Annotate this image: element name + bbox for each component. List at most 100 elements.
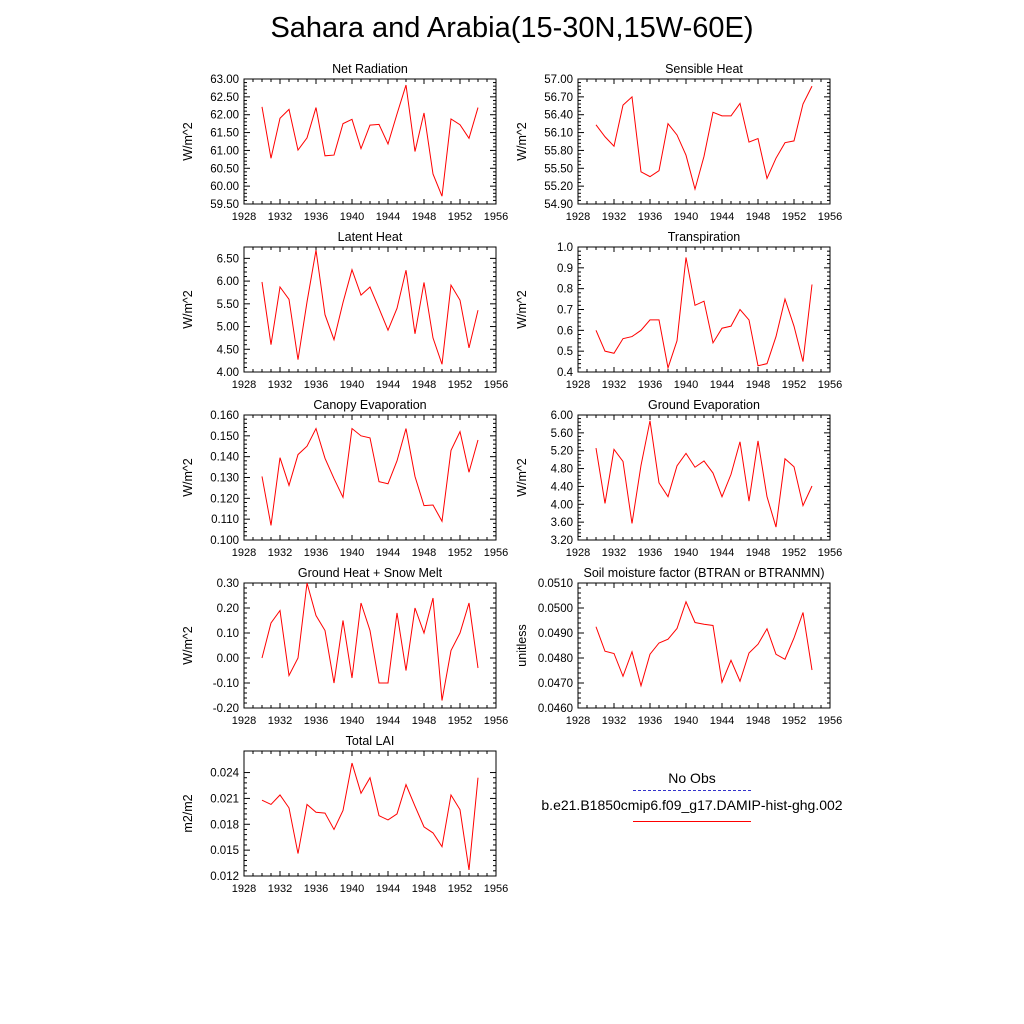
x-tick-label: 1932 [602,211,626,223]
x-tick-label: 1940 [674,211,698,223]
plot-frame [577,246,831,373]
y-tick-label: 0.0510 [538,578,573,590]
y-axis-label: W/m^2 [181,122,195,161]
y-tick-label: 0.018 [210,819,239,831]
x-tick-label: 1952 [448,715,472,727]
y-tick-label: 63.00 [210,74,239,86]
y-tick-label: 0.30 [217,578,239,590]
x-tick-label: 1932 [602,715,626,727]
y-tick-label: 60.50 [210,163,239,175]
x-tick-label: 1952 [782,715,806,727]
x-tick-label: 1940 [674,547,698,559]
legend-obs-line [633,790,751,791]
panel-6: Ground Evaporation W/m^2 1928 1932 1936 1940 1… [515,398,842,559]
plot-frame [243,246,497,373]
x-tick-label: 1948 [412,715,436,727]
y-tick-label: 0.021 [210,793,239,805]
y-tick-label: 0.4 [557,367,574,379]
y-tick-label: 0.9 [557,263,573,275]
panel-title: Sensible Heat [665,62,743,76]
x-tick-label: 1956 [484,211,508,223]
y-tick-label: 0.160 [210,410,239,422]
x-tick-label: 1928 [232,211,256,223]
y-tick-label: 4.50 [217,344,239,356]
x-tick-label: 1940 [674,715,698,727]
series-line [261,427,479,526]
y-tick-label: 56.10 [544,128,573,140]
y-tick-label: 4.00 [551,499,573,511]
panel-title: Ground Evaporation [648,398,760,412]
y-tick-label: 5.50 [217,299,239,311]
x-tick-label: 1956 [484,883,508,895]
y-tick-label: 61.50 [210,128,239,140]
y-tick-label: 55.80 [544,145,573,157]
x-tick-label: 1936 [304,883,328,895]
y-tick-label: 54.90 [544,199,573,211]
panel-title: Soil moisture factor (BTRAN or BTRANMN) [583,566,824,580]
x-tick-label: 1940 [340,547,364,559]
panel-4: Transpiration W/m^2 1928 1932 1936 1940 1944 19… [515,230,842,391]
y-tick-label: 1.0 [557,242,573,254]
x-tick-label: 1948 [746,211,770,223]
panel-title: Total LAI [346,734,395,748]
x-tick-label: 1952 [448,883,472,895]
x-tick-label: 1956 [818,379,842,391]
x-tick-label: 1956 [484,547,508,559]
y-tick-label: 62.00 [210,110,239,122]
x-tick-label: 1936 [638,547,662,559]
y-tick-label: 0.012 [210,871,239,883]
y-tick-label: 57.00 [544,74,573,86]
y-tick-label: 0.20 [217,603,239,615]
y-tick-label: 5.00 [217,322,239,334]
x-tick-label: 1928 [232,883,256,895]
series-line [261,762,479,871]
x-tick-label: 1956 [818,715,842,727]
series-line [595,85,813,192]
y-axis-label: W/m^2 [181,458,195,497]
panel-title: Ground Heat + Snow Melt [298,566,443,580]
y-axis-label: W/m^2 [515,458,529,497]
y-tick-label: 5.60 [551,428,573,440]
x-tick-label: 1932 [268,379,292,391]
x-tick-label: 1944 [376,715,400,727]
x-tick-label: 1952 [448,547,472,559]
y-tick-label: 0.0470 [538,678,573,690]
x-tick-label: 1928 [566,211,590,223]
x-tick-label: 1952 [448,379,472,391]
x-tick-label: 1952 [782,547,806,559]
y-tick-label: 59.50 [210,199,239,211]
y-tick-label: 0.130 [210,473,239,485]
x-tick-label: 1936 [304,547,328,559]
plot-frame [243,750,497,877]
y-tick-label: 0.0460 [538,703,573,715]
panel-3: Latent Heat W/m^2 1928 1932 1936 1940 1944 1948… [181,230,508,391]
y-axis-label: W/m^2 [515,290,529,329]
y-tick-label: 0.015 [210,845,239,857]
y-tick-label: 0.150 [210,431,239,443]
x-tick-label: 1928 [566,715,590,727]
x-tick-label: 1944 [376,547,400,559]
x-tick-label: 1932 [268,883,292,895]
x-tick-label: 1948 [746,715,770,727]
x-tick-label: 1956 [818,547,842,559]
series-line [595,420,813,528]
y-tick-label: 0.5 [557,346,573,358]
x-tick-label: 1948 [746,379,770,391]
legend-obs-label: No Obs [668,770,716,786]
x-tick-label: 1936 [638,211,662,223]
panel-7: Ground Heat + Snow Melt W/m^2 1928 1932 1936… [181,566,508,727]
legend-model-line [633,821,751,822]
x-tick-label: 1944 [710,211,734,223]
x-tick-label: 1952 [448,211,472,223]
y-tick-label: 0.8 [557,284,573,296]
x-tick-label: 1936 [304,211,328,223]
panel-title: Transpiration [668,230,741,244]
plot-frame [243,78,497,205]
y-tick-label: 0.110 [211,514,239,526]
y-tick-label: 0.0500 [538,603,573,615]
x-tick-label: 1928 [566,547,590,559]
y-tick-label: 62.50 [210,92,239,104]
series-line [595,600,813,688]
y-axis-label: W/m^2 [181,290,195,329]
plot-frame [577,414,831,541]
